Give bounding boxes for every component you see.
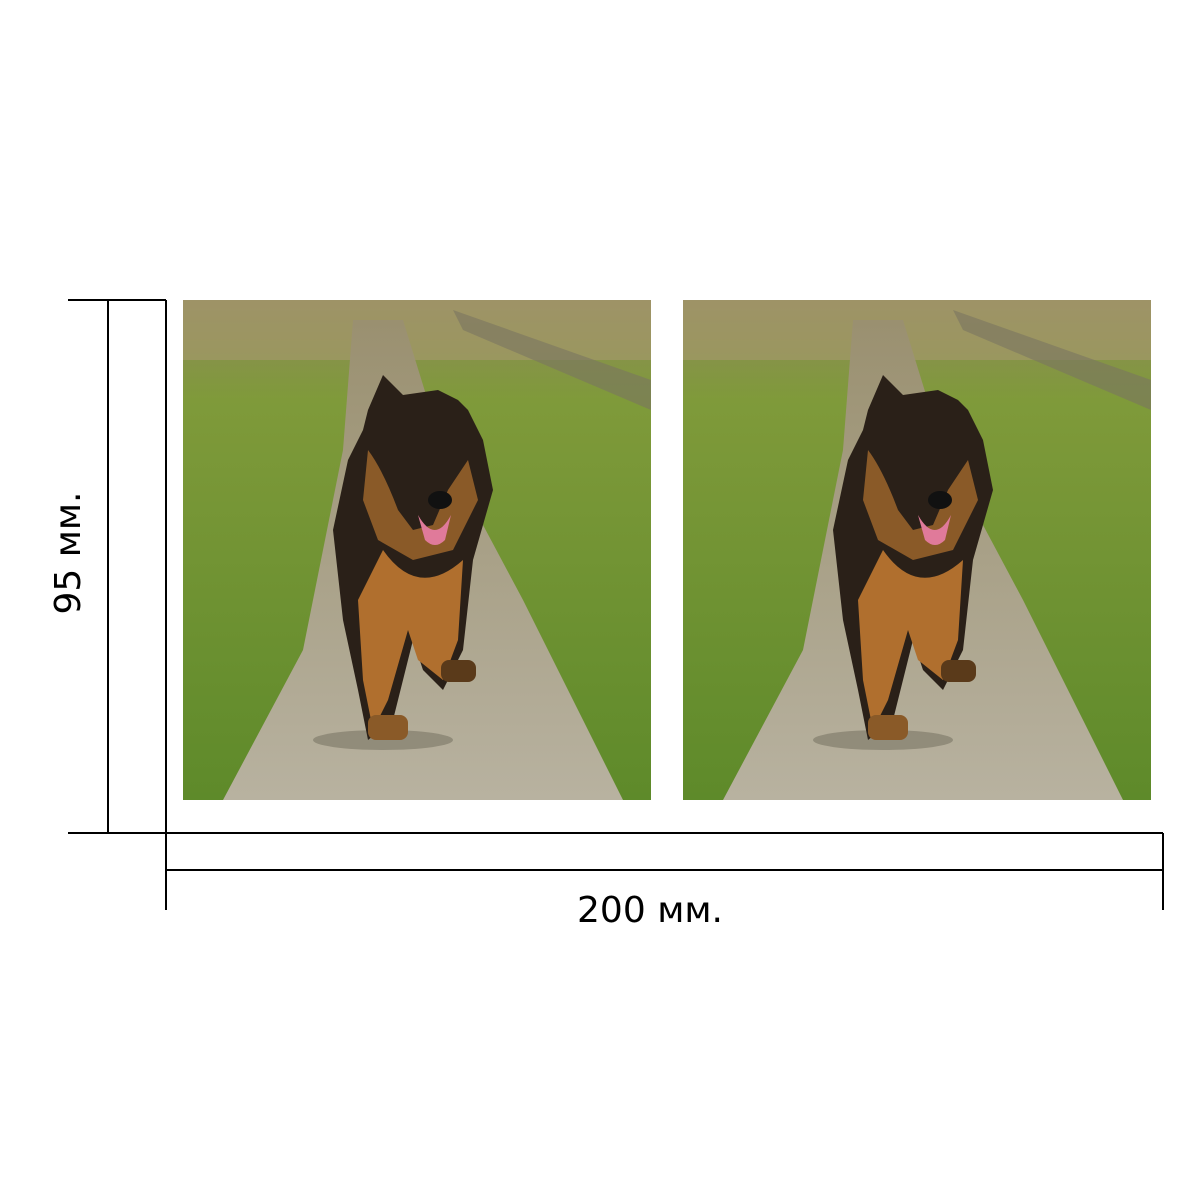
height-dimension: 95 мм. xyxy=(48,299,167,834)
width-dimension: 200 мм. xyxy=(165,832,1164,931)
photo-left xyxy=(183,300,651,800)
height-label: 95 мм. xyxy=(48,491,89,614)
photo-right xyxy=(683,300,1151,800)
width-label: 200 мм. xyxy=(577,890,723,931)
